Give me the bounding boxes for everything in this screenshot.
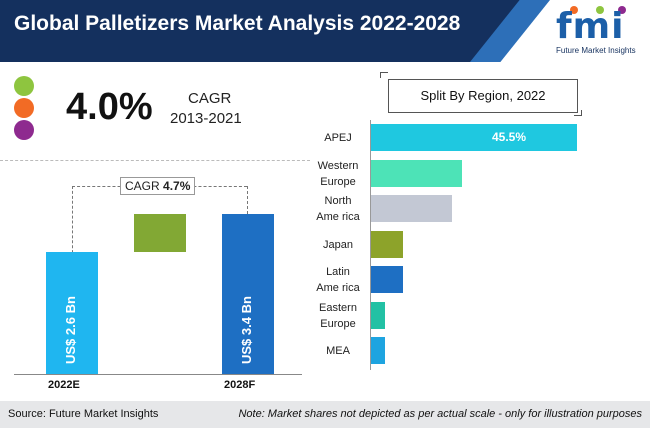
region-bar: [371, 195, 453, 222]
header: Global Palletizers Market Analysis 2022-…: [0, 0, 650, 66]
green-dot-icon: [14, 76, 34, 96]
source-text: Source: Future Market Insights: [8, 408, 159, 420]
waterfall-bar-2022e: [46, 251, 98, 374]
region-label: North Ame rica: [316, 195, 360, 223]
logo-subtitle: Future Market Insights: [556, 46, 636, 55]
region-bar: [371, 266, 403, 293]
region-bar: [371, 230, 403, 258]
waterfall-increment-bar: [134, 214, 186, 252]
waterfall-cagr-value: 4.7%: [163, 179, 191, 193]
cagr-period: 2013-2021: [170, 110, 242, 127]
cagr-bracket-left: [72, 186, 73, 263]
waterfall-bar-2028f: [222, 214, 274, 374]
region-label: MEA: [326, 345, 350, 357]
logo-dot-icon: [596, 6, 604, 14]
waterfall-axis: [14, 374, 302, 375]
waterfall-bar-label: US$ 3.4 Bn: [239, 296, 254, 364]
waterfall-year-label: 2022E: [48, 379, 80, 391]
region-label: Japan: [323, 238, 353, 251]
logo-dot-icon: [618, 6, 626, 14]
cagr-value: 4.0%: [66, 86, 153, 128]
cagr-bracket-right: [247, 186, 248, 214]
region-chart-title-box: Split By Region, 2022: [388, 79, 578, 113]
fmi-logo: fmi Future Market Insights: [556, 4, 646, 60]
logo-dot-icon: [570, 6, 578, 14]
region-bar: [371, 159, 462, 187]
region-bar-value: 45.5%: [492, 130, 527, 144]
logo-text: fmi: [556, 6, 625, 47]
region-label: Latin Ame rica: [316, 266, 360, 294]
waterfall-cagr-box: CAGR 4.7%: [120, 177, 196, 195]
cagr-label: CAGR: [188, 90, 232, 107]
region-chart-axis: [370, 120, 371, 370]
region-bar: [371, 301, 385, 329]
divider: [0, 160, 310, 161]
region-bar: [371, 124, 577, 151]
region-label: APEJ: [324, 132, 352, 144]
region-label: Western Europe: [317, 159, 359, 188]
page-title: Global Palletizers Market Analysis 2022-…: [14, 12, 461, 35]
waterfall-cagr-prefix: CAGR: [125, 179, 160, 193]
region-box-corner: [574, 110, 582, 116]
footer: Source: Future Market Insights Note: Mar…: [0, 401, 650, 428]
region-chart-title: Split By Region, 2022: [420, 88, 546, 103]
waterfall-bar-label: US$ 2.6 Bn: [63, 296, 78, 364]
region-box-corner: [380, 72, 388, 78]
region-bar: [371, 337, 385, 364]
region-label: Eastern Europe: [319, 301, 357, 330]
header-bar: [0, 0, 520, 62]
note-text: Note: Market shares not depicted as per …: [238, 408, 642, 420]
purple-dot-icon: [14, 120, 34, 140]
waterfall-year-label: 2028F: [224, 379, 256, 391]
orange-dot-icon: [14, 98, 34, 118]
